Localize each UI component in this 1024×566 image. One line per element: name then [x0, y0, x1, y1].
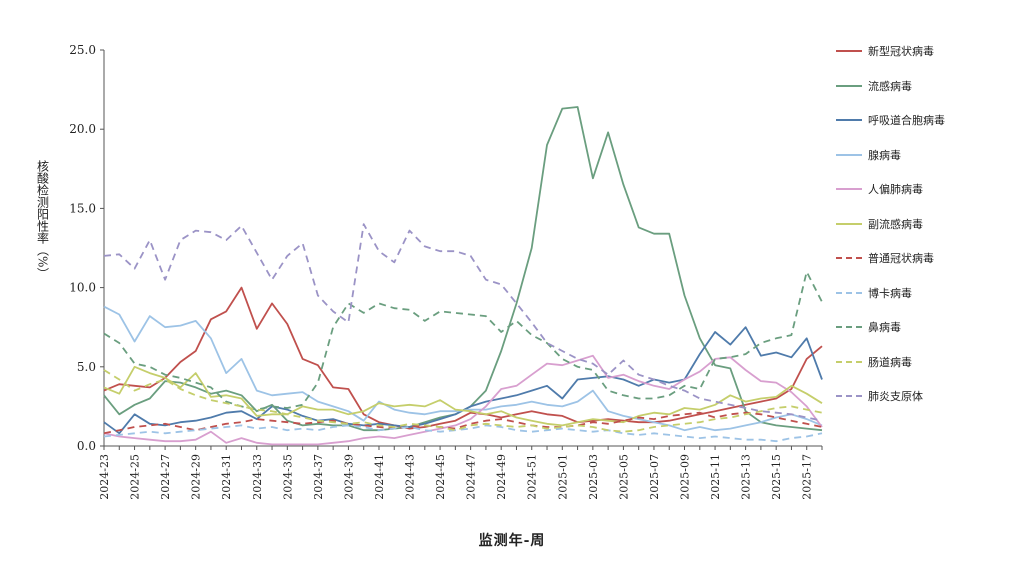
- x-tick-label: 2024-35: [281, 454, 294, 500]
- legend-swatch: [836, 395, 862, 398]
- legend-swatch: [836, 222, 862, 225]
- x-tick-label: 2025-09: [679, 454, 692, 500]
- legend-label: 副流感病毒: [868, 217, 923, 231]
- x-tick-label: 2025-07: [648, 454, 661, 500]
- x-tick-label: 2024-23: [98, 454, 111, 500]
- legend-item: 副流感病毒: [836, 207, 945, 242]
- series-line-11: [103, 223, 823, 422]
- legend-swatch: [836, 326, 862, 329]
- series-line-10: [103, 369, 823, 433]
- legend-swatch: [836, 188, 862, 191]
- x-tick-label: 2024-41: [373, 454, 386, 500]
- legend-item: 腺病毒: [836, 138, 945, 173]
- y-tick-label: 25.0: [69, 43, 96, 57]
- legend-item: 流感病毒: [836, 69, 945, 104]
- legend-item: 呼吸道合胞病毒: [836, 103, 945, 138]
- legend-item: 博卡病毒: [836, 276, 945, 311]
- x-tick-label: 2024-29: [190, 454, 203, 500]
- series-layer: [103, 106, 823, 446]
- x-tick-label: 2024-27: [159, 454, 172, 500]
- legend-item: 人偏肺病毒: [836, 172, 945, 207]
- legend-swatch: [836, 50, 862, 53]
- x-tick-label: 2024-31: [220, 454, 233, 500]
- legend-label: 肠道病毒: [868, 355, 912, 369]
- legend-swatch: [836, 153, 862, 156]
- legend-swatch: [836, 360, 862, 363]
- legend-label: 流感病毒: [868, 79, 912, 93]
- x-tick-label: 2025-15: [770, 454, 783, 500]
- legend-swatch: [836, 291, 862, 294]
- x-tick-label: 2024-25: [129, 454, 142, 500]
- x-tick-label: 2024-47: [465, 454, 478, 500]
- series-line-2: [103, 106, 823, 432]
- series-line-1: [103, 286, 823, 430]
- legend-item: 鼻病毒: [836, 310, 945, 345]
- legend-label: 人偏肺病毒: [868, 183, 923, 197]
- series-line-7: [103, 411, 823, 435]
- legend-item: 普通冠状病毒: [836, 241, 945, 276]
- x-tick-label: 2024-33: [251, 454, 264, 500]
- series-line-6: [103, 365, 823, 427]
- axes: 0.0 5.0 10.0 15.0 20.0 25.0 2024-23 2024-25 2024…: [69, 43, 823, 500]
- y-tick-label: 10.0: [69, 281, 96, 295]
- legend-item: 肠道病毒: [836, 345, 945, 380]
- legend-label: 肺炎支原体: [868, 390, 923, 404]
- x-tick-label: 2025-05: [617, 454, 630, 500]
- legend-swatch: [836, 257, 862, 260]
- x-axis-title: 监测年-周: [478, 533, 546, 549]
- legend-swatch: [836, 84, 862, 87]
- legend-label: 呼吸道合胞病毒: [868, 114, 945, 128]
- legend-item: 新型冠状病毒: [836, 34, 945, 69]
- legend-label: 鼻病毒: [868, 321, 901, 335]
- x-tick-label: 2025-11: [709, 454, 722, 500]
- series-line-9: [103, 270, 823, 411]
- x-tick-label: 2024-37: [312, 454, 325, 500]
- legend-label: 腺病毒: [868, 148, 901, 162]
- x-tick-label: 2024-49: [495, 454, 508, 500]
- x-tick-label: 2025-13: [740, 454, 753, 500]
- x-tick-label: 2024-39: [342, 454, 355, 500]
- y-axis-title-text: 核酸检测阳性率（%）: [35, 160, 50, 280]
- y-tick-label: 5.0: [77, 360, 96, 374]
- legend-swatch: [836, 119, 862, 122]
- x-tick-label: 2025-17: [801, 454, 814, 500]
- series-line-8: [103, 424, 823, 443]
- y-tick-label: 20.0: [69, 122, 96, 136]
- legend-label: 新型冠状病毒: [868, 45, 934, 59]
- y-tick-label: 0.0: [77, 439, 96, 453]
- legend-label: 普通冠状病毒: [868, 252, 934, 266]
- x-tick-label: 2024-51: [526, 454, 539, 500]
- y-tick-label: 15.0: [69, 201, 96, 215]
- y-axis-title: 核酸检测阳性率（%）: [32, 160, 52, 279]
- legend-item: 肺炎支原体: [836, 379, 945, 414]
- legend-label: 博卡病毒: [868, 286, 912, 300]
- x-tick-label: 2024-43: [404, 454, 417, 500]
- x-tick-label: 2025-01: [556, 454, 569, 500]
- x-tick-label: 2025-03: [587, 454, 600, 500]
- legend: 新型冠状病毒 流感病毒呼吸道合胞病毒 腺病毒人偏肺病毒副流感病毒普通冠状病毒 博卡病毒…: [836, 34, 945, 414]
- series-line-5: [103, 354, 823, 446]
- x-tick-label: 2024-45: [434, 454, 447, 500]
